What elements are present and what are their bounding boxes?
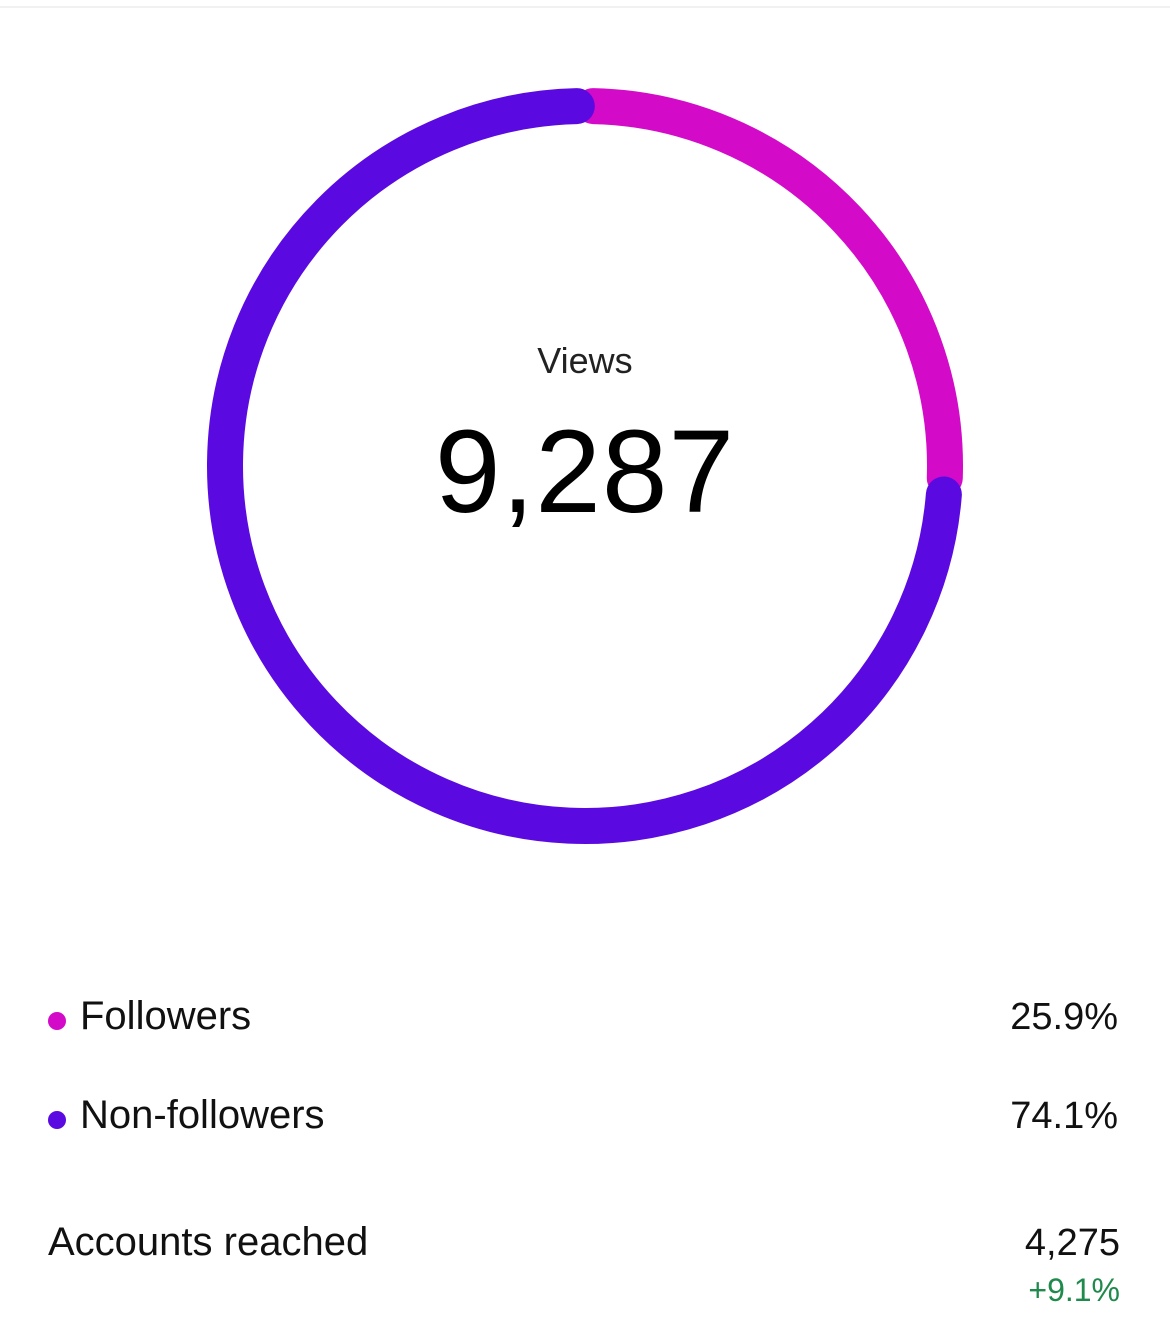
donut-slice-followers bbox=[575, 88, 963, 497]
views-donut-chart bbox=[207, 88, 963, 844]
non-followers-dot-icon bbox=[48, 1111, 66, 1129]
legend-value-followers: 25.9% bbox=[1010, 996, 1118, 1038]
views-label: Views bbox=[537, 340, 633, 381]
accounts-reached-row: Accounts reached 4,275 +9.1% bbox=[0, 1220, 1170, 1320]
followers-dot-icon bbox=[48, 1012, 66, 1030]
legend-item-non-followers: Non-followers 74.1% bbox=[0, 1093, 1170, 1153]
accounts-reached-value: 4,275 bbox=[1024, 1222, 1120, 1264]
accounts-reached-change: +9.1% bbox=[1028, 1272, 1120, 1308]
legend-label-followers: Followers bbox=[80, 994, 252, 1038]
views-total: 9,287 bbox=[434, 406, 736, 538]
top-divider bbox=[0, 6, 1170, 8]
legend-label-non-followers: Non-followers bbox=[80, 1093, 325, 1137]
donut-slice-non-followers bbox=[207, 88, 962, 844]
legend-value-non-followers: 74.1% bbox=[1010, 1095, 1118, 1137]
accounts-reached-label: Accounts reached bbox=[48, 1220, 369, 1264]
legend-item-followers: Followers 25.9% bbox=[0, 994, 1170, 1054]
